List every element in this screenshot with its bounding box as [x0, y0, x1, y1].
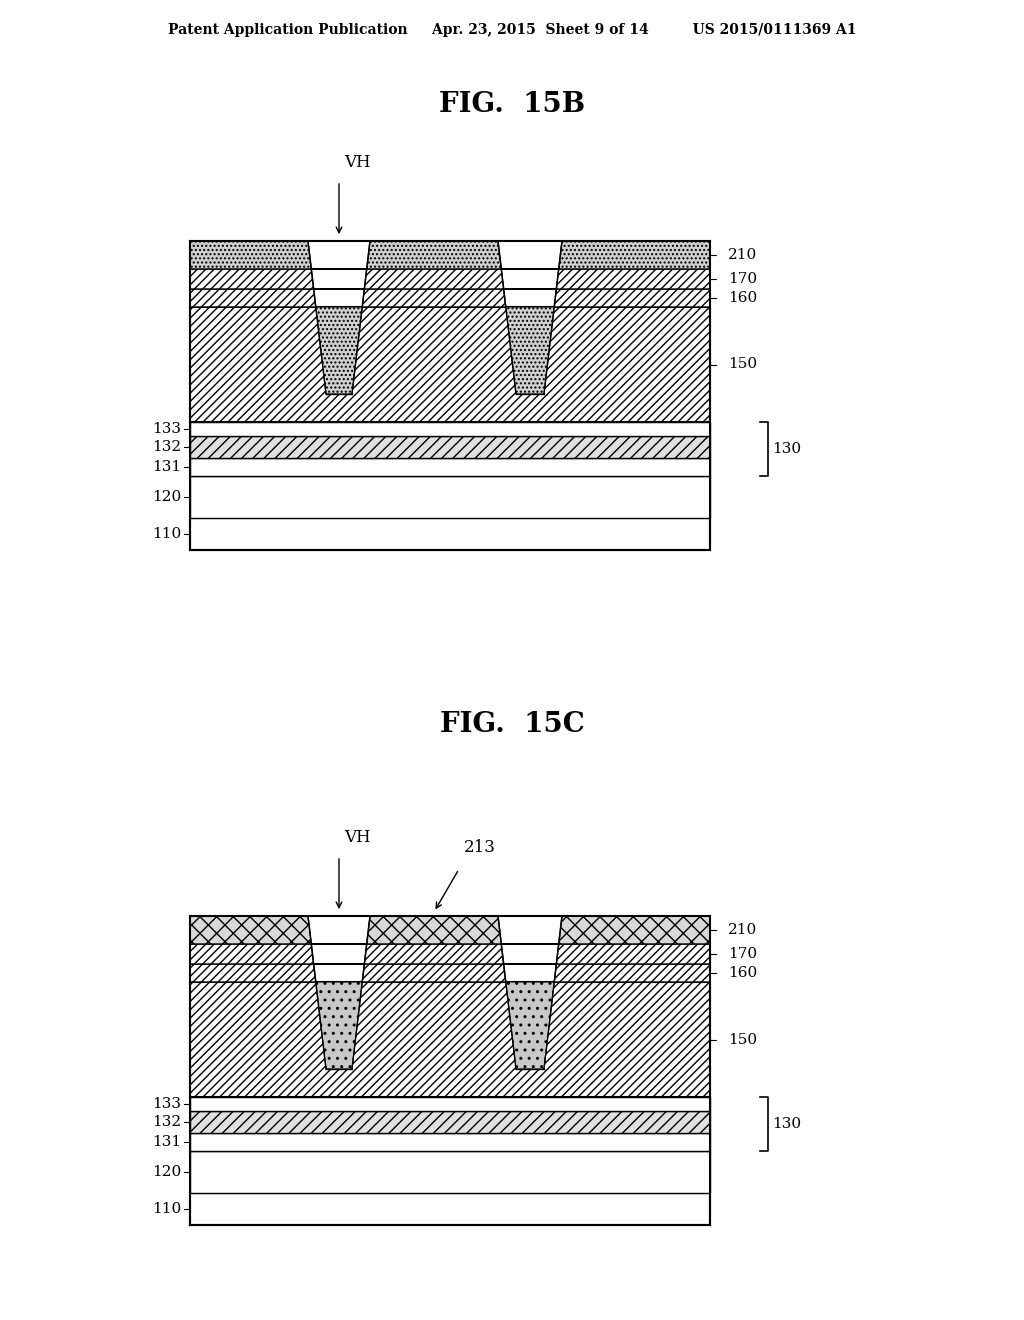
Bar — [190, 477, 710, 517]
Bar — [190, 1111, 710, 1133]
Text: 160: 160 — [728, 290, 758, 305]
Polygon shape — [315, 308, 362, 393]
Text: 160: 160 — [728, 966, 758, 979]
Text: 150: 150 — [728, 1032, 757, 1047]
Text: 131: 131 — [152, 1135, 181, 1148]
Bar — [190, 458, 710, 477]
Text: 210: 210 — [728, 248, 758, 261]
Text: 132: 132 — [152, 1115, 181, 1129]
Polygon shape — [190, 916, 710, 944]
Polygon shape — [190, 944, 710, 964]
Text: 133: 133 — [152, 1097, 181, 1111]
Text: 110: 110 — [152, 527, 181, 541]
Text: 120: 120 — [152, 1166, 181, 1179]
Bar — [190, 517, 710, 550]
Bar — [190, 982, 710, 1097]
Bar — [190, 1193, 710, 1225]
Text: 210: 210 — [728, 923, 758, 937]
Text: VH: VH — [344, 154, 371, 172]
Bar — [190, 436, 710, 458]
Bar — [190, 1151, 710, 1193]
Text: 150: 150 — [728, 358, 757, 371]
Text: 132: 132 — [152, 440, 181, 454]
Polygon shape — [190, 269, 710, 289]
Text: FIG.  15C: FIG. 15C — [439, 711, 585, 738]
Text: 213: 213 — [464, 840, 496, 855]
Text: 120: 120 — [152, 490, 181, 504]
Polygon shape — [506, 982, 554, 1069]
Polygon shape — [190, 289, 710, 308]
Text: 130: 130 — [772, 1117, 801, 1131]
Text: VH: VH — [344, 829, 371, 846]
Bar — [190, 422, 710, 436]
Text: FIG.  15B: FIG. 15B — [439, 91, 585, 119]
Polygon shape — [506, 308, 554, 393]
Polygon shape — [315, 982, 362, 1069]
Bar — [190, 308, 710, 422]
Text: 131: 131 — [152, 459, 181, 474]
Text: 130: 130 — [772, 442, 801, 455]
Bar — [190, 1133, 710, 1151]
Text: 133: 133 — [152, 422, 181, 436]
Text: 170: 170 — [728, 272, 757, 286]
Text: Patent Application Publication     Apr. 23, 2015  Sheet 9 of 14         US 2015/: Patent Application Publication Apr. 23, … — [168, 22, 856, 37]
Polygon shape — [190, 242, 710, 269]
Bar — [190, 1097, 710, 1111]
Text: 110: 110 — [152, 1203, 181, 1216]
Text: 170: 170 — [728, 946, 757, 961]
Polygon shape — [190, 964, 710, 982]
